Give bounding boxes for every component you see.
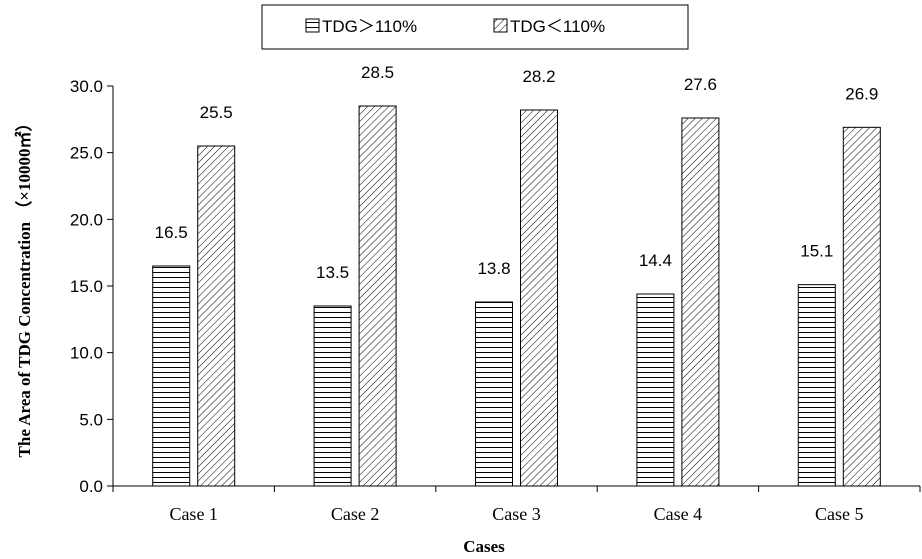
y-tick-label: 20.0 [70,210,103,229]
data-label: 16.5 [155,223,188,242]
x-category-label: Case 5 [815,504,864,524]
data-label: 28.5 [361,63,394,82]
data-label: 25.5 [200,103,233,122]
x-category-label: Case 4 [654,504,703,524]
bar-tdg-below-110 [358,105,397,487]
y-axis-title: The Area of TDG Concentration （×10000㎡） [14,115,34,458]
x-axis-title: Cases [463,537,505,556]
y-tick-label: 15.0 [70,277,103,296]
data-label: 27.6 [684,75,717,94]
bar-tdg-above-110 [313,305,352,487]
y-tick-label: 10.0 [70,344,103,363]
bar-tdg-above-110 [636,293,675,487]
bar-tdg-below-110 [197,145,236,487]
legend-label-series-1: TDG＞110% [322,17,417,36]
data-label: 26.9 [845,84,878,103]
plot-area: 0.0 5.0 10.0 15.0 20.0 25.0 30.0 Case 1 16.5 25.5… [70,63,921,524]
bar-tdg-below-110 [681,117,720,487]
legend-box [261,4,689,50]
data-label: 15.1 [800,242,833,261]
data-label: 13.5 [316,263,349,282]
bar-tdg-above-110 [797,284,836,487]
x-category-label: Case 2 [331,504,380,524]
bar-tdg-above-110 [475,301,513,487]
x-category-label: Case 1 [169,504,218,524]
bar-tdg-below-110 [842,126,881,487]
data-label: 14.4 [639,251,672,270]
legend: TDG＞110% TDG＜110% [261,4,689,50]
legend-swatch-horizontal-lines [305,18,320,33]
data-label: 28.2 [522,67,555,86]
x-category-label: Case 3 [492,504,541,524]
data-label: 13.8 [477,259,510,278]
legend-label-series-2: TDG＜110% [510,17,605,36]
y-tick-label: 30.0 [70,77,103,96]
y-tick-label: 5.0 [79,410,103,429]
bar-tdg-below-110 [520,109,558,487]
legend-swatch-diagonal-lines [493,18,508,33]
y-tick-label: 0.0 [79,477,103,496]
bar-tdg-above-110 [152,265,191,487]
y-tick-label: 25.0 [70,144,103,163]
